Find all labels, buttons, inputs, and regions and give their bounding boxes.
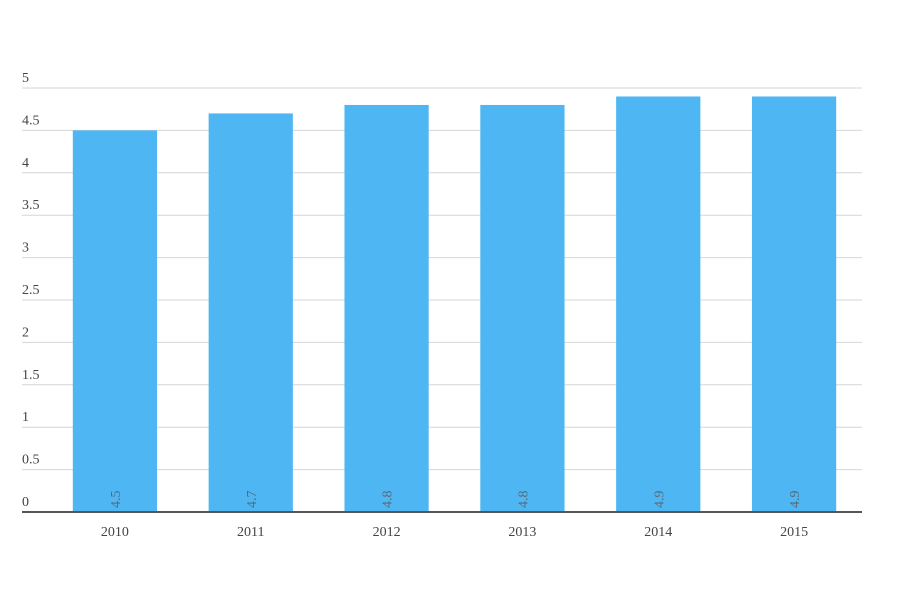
y-tick-label: 2 bbox=[22, 325, 29, 340]
y-tick-label: 3.5 bbox=[22, 198, 40, 213]
y-tick-label: 3 bbox=[22, 241, 29, 256]
value-label: 4.9 bbox=[788, 491, 803, 509]
bar bbox=[344, 104, 429, 513]
value-label: 4.7 bbox=[245, 491, 260, 509]
bar bbox=[751, 96, 837, 512]
bar bbox=[208, 113, 293, 512]
value-label: 4.8 bbox=[381, 491, 396, 509]
x-tick-label: 2014 bbox=[644, 525, 672, 540]
x-tick-label: 2012 bbox=[373, 525, 401, 540]
y-tick-label: 1 bbox=[22, 410, 29, 425]
y-tick-label: 4.5 bbox=[22, 113, 40, 128]
bar bbox=[480, 104, 565, 513]
y-tick-label: 0.5 bbox=[22, 453, 40, 468]
y-tick-label: 5 bbox=[22, 71, 29, 86]
value-label: 4.9 bbox=[652, 491, 667, 509]
y-tick-label: 4 bbox=[22, 156, 29, 171]
y-tick-label: 1.5 bbox=[22, 368, 40, 383]
x-tick-label: 2013 bbox=[508, 525, 536, 540]
value-label: 4.5 bbox=[109, 491, 124, 509]
y-tick-label: 0 bbox=[22, 495, 29, 510]
value-label: 4.8 bbox=[516, 491, 531, 509]
x-tick-label: 2010 bbox=[101, 525, 129, 540]
x-tick-label: 2015 bbox=[780, 525, 808, 540]
bar bbox=[72, 130, 158, 512]
x-tick-label: 2011 bbox=[237, 525, 264, 540]
bar bbox=[616, 96, 701, 512]
y-tick-label: 2.5 bbox=[22, 283, 40, 298]
